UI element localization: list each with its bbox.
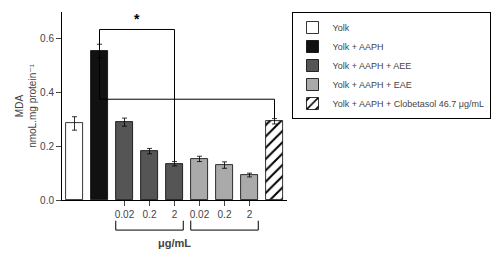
svg-text:Yolk + AAPH + Clobetasol 46.7: Yolk + AAPH + Clobetasol 46.7 μg/mL <box>333 99 484 109</box>
svg-text:0.6: 0.6 <box>40 33 54 44</box>
svg-text:Yolk + AAPH: Yolk + AAPH <box>333 42 384 52</box>
svg-text:0.02: 0.02 <box>115 209 135 220</box>
svg-text:Yolk + AAPH + EAE: Yolk + AAPH + EAE <box>333 80 412 90</box>
svg-text:Yolk + AAPH + AEE: Yolk + AAPH + AEE <box>333 61 412 71</box>
svg-text:0.2: 0.2 <box>143 209 157 220</box>
svg-text:0.02: 0.02 <box>190 209 210 220</box>
svg-text:Yolk: Yolk <box>333 23 350 33</box>
svg-text:2: 2 <box>247 209 253 220</box>
svg-text:MDAnmoL.mg protein⁻¹: MDAnmoL.mg protein⁻¹ <box>14 64 38 148</box>
svg-text:0.2: 0.2 <box>40 141 54 152</box>
svg-text:0.0: 0.0 <box>40 195 54 206</box>
svg-text:*: * <box>134 11 140 27</box>
svg-text:μg/mL: μg/mL <box>158 237 191 249</box>
svg-text:0.4: 0.4 <box>40 87 54 98</box>
svg-text:2: 2 <box>172 209 178 220</box>
svg-text:0.2: 0.2 <box>218 209 232 220</box>
